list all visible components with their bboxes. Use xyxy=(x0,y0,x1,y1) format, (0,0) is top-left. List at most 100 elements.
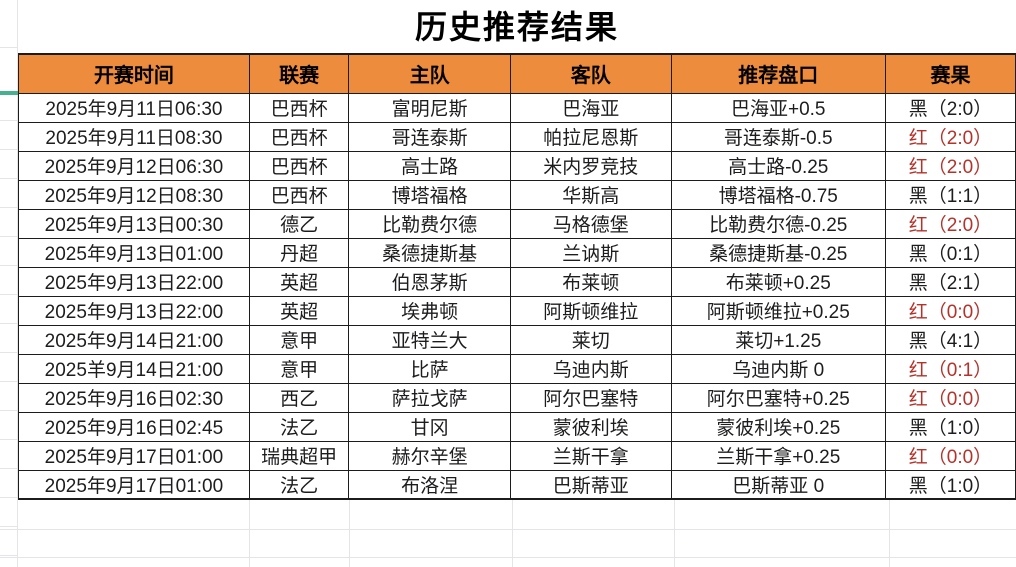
table-row[interactable]: 2025年9月17日01:00 瑞典超甲 赫尔辛堡 兰斯干拿 兰斯干拿+0.25… xyxy=(18,440,1016,471)
cell-away-team[interactable]: 巴海亚 xyxy=(509,92,672,123)
cell-league[interactable]: 德乙 xyxy=(248,208,350,239)
cell-result[interactable]: 红（2:0） xyxy=(884,121,1016,152)
cell-league[interactable]: 法乙 xyxy=(248,411,350,442)
cell-handicap[interactable]: 阿斯顿维拉+0.25 xyxy=(670,295,886,326)
cell-away-team[interactable]: 帕拉尼恩斯 xyxy=(509,121,672,152)
cell-handicap[interactable]: 比勒费尔德-0.25 xyxy=(670,208,886,239)
cell-away-team[interactable]: 马格德堡 xyxy=(509,208,672,239)
cell-start-time[interactable]: 2025年9月16日02:30 xyxy=(18,382,250,413)
cell-result[interactable]: 黑（1:0） xyxy=(884,411,1016,442)
cell-handicap[interactable]: 博塔福格-0.75 xyxy=(670,179,886,210)
cell-start-time[interactable]: 2025年9月13日22:00 xyxy=(18,295,250,326)
cell-start-time[interactable]: 2025年9月12日06:30 xyxy=(18,150,250,181)
table-row[interactable]: 2025年9月12日06:30 巴西杯 高士路 米内罗竞技 高士路-0.25 红… xyxy=(18,150,1016,181)
cell-home-team[interactable]: 哥连泰斯 xyxy=(348,121,511,152)
cell-start-time[interactable]: 2025年9月12日08:30 xyxy=(18,179,250,210)
cell-handicap[interactable]: 莱切+1.25 xyxy=(670,324,886,355)
table-row[interactable]: 2025年9月17日01:00 法乙 布洛涅 巴斯蒂亚 巴斯蒂亚 0 黑（1:0… xyxy=(18,469,1016,500)
cell-handicap[interactable]: 哥连泰斯-0.5 xyxy=(670,121,886,152)
cell-league[interactable]: 英超 xyxy=(248,266,350,297)
cell-home-team[interactable]: 赫尔辛堡 xyxy=(348,440,511,471)
cell-handicap[interactable]: 布莱顿+0.25 xyxy=(670,266,886,297)
cell-away-team[interactable]: 布莱顿 xyxy=(509,266,672,297)
cell-home-team[interactable]: 布洛涅 xyxy=(348,469,511,500)
cell-league[interactable]: 意甲 xyxy=(248,324,350,355)
table-row[interactable]: 2025年9月16日02:30 西乙 萨拉戈萨 阿尔巴塞特 阿尔巴塞特+0.25… xyxy=(18,382,1016,413)
cell-league[interactable]: 英超 xyxy=(248,295,350,326)
table-row[interactable]: 2025年9月13日00:30 德乙 比勒费尔德 马格德堡 比勒费尔德-0.25… xyxy=(18,208,1016,239)
cell-league[interactable]: 意甲 xyxy=(248,353,350,384)
cell-home-team[interactable]: 博塔福格 xyxy=(348,179,511,210)
cell-home-team[interactable]: 富明尼斯 xyxy=(348,92,511,123)
col-header-league[interactable]: 联赛 xyxy=(248,53,350,94)
cell-home-team[interactable]: 伯恩茅斯 xyxy=(348,266,511,297)
cell-handicap[interactable]: 兰斯干拿+0.25 xyxy=(670,440,886,471)
cell-away-team[interactable]: 蒙彼利埃 xyxy=(509,411,672,442)
cell-result[interactable]: 红（0:0） xyxy=(884,440,1016,471)
table-row[interactable]: 2025羊9月14日21:00 意甲 比萨 乌迪内斯 乌迪内斯 0 红（0:1） xyxy=(18,353,1016,384)
cell-home-team[interactable]: 高士路 xyxy=(348,150,511,181)
cell-away-team[interactable]: 莱切 xyxy=(509,324,672,355)
cell-start-time[interactable]: 2025年9月11日08:30 xyxy=(18,121,250,152)
cell-league[interactable]: 西乙 xyxy=(248,382,350,413)
cell-result[interactable]: 红（2:0） xyxy=(884,150,1016,181)
table-row[interactable]: 2025年9月12日08:30 巴西杯 博塔福格 华斯高 博塔福格-0.75 黑… xyxy=(18,179,1016,210)
cell-home-team[interactable]: 萨拉戈萨 xyxy=(348,382,511,413)
cell-result[interactable]: 黑（4:1） xyxy=(884,324,1016,355)
table-row[interactable]: 2025年9月16日02:45 法乙 甘冈 蒙彼利埃 蒙彼利埃+0.25 黑（1… xyxy=(18,411,1016,442)
cell-handicap[interactable]: 桑德捷斯基-0.25 xyxy=(670,237,886,268)
cell-handicap[interactable]: 阿尔巴塞特+0.25 xyxy=(670,382,886,413)
cell-start-time[interactable]: 2025年9月13日00:30 xyxy=(18,208,250,239)
cell-handicap[interactable]: 乌迪内斯 0 xyxy=(670,353,886,384)
col-header-handicap[interactable]: 推荐盘口 xyxy=(670,53,886,94)
cell-away-team[interactable]: 米内罗竞技 xyxy=(509,150,672,181)
cell-home-team[interactable]: 甘冈 xyxy=(348,411,511,442)
cell-result[interactable]: 黑（1:0） xyxy=(884,469,1016,500)
cell-home-team[interactable]: 比勒费尔德 xyxy=(348,208,511,239)
cell-away-team[interactable]: 兰斯干拿 xyxy=(509,440,672,471)
cell-start-time[interactable]: 2025年9月11日06:30 xyxy=(18,92,250,123)
table-row[interactable]: 2025年9月13日01:00 丹超 桑德捷斯基 兰讷斯 桑德捷斯基-0.25 … xyxy=(18,237,1016,268)
cell-result[interactable]: 黑（1:1） xyxy=(884,179,1016,210)
table-row[interactable]: 2025年9月11日08:30 巴西杯 哥连泰斯 帕拉尼恩斯 哥连泰斯-0.5 … xyxy=(18,121,1016,152)
cell-league[interactable]: 丹超 xyxy=(248,237,350,268)
table-row[interactable]: 2025年9月11日06:30 巴西杯 富明尼斯 巴海亚 巴海亚+0.5 黑（2… xyxy=(18,92,1016,123)
cell-home-team[interactable]: 比萨 xyxy=(348,353,511,384)
cell-result[interactable]: 红（0:1） xyxy=(884,353,1016,384)
cell-result[interactable]: 红（0:0） xyxy=(884,382,1016,413)
cell-league[interactable]: 巴西杯 xyxy=(248,92,350,123)
table-row[interactable]: 2025年9月13日22:00 英超 埃弗顿 阿斯顿维拉 阿斯顿维拉+0.25 … xyxy=(18,295,1016,326)
cell-league[interactable]: 瑞典超甲 xyxy=(248,440,350,471)
cell-result[interactable]: 黑（2:1） xyxy=(884,266,1016,297)
cell-start-time[interactable]: 2025年9月13日01:00 xyxy=(18,237,250,268)
cell-start-time[interactable]: 2025年9月13日22:00 xyxy=(18,266,250,297)
cell-league[interactable]: 巴西杯 xyxy=(248,121,350,152)
cell-handicap[interactable]: 蒙彼利埃+0.25 xyxy=(670,411,886,442)
cell-away-team[interactable]: 华斯高 xyxy=(509,179,672,210)
cell-start-time[interactable]: 2025年9月14日21:00 xyxy=(18,324,250,355)
cell-home-team[interactable]: 埃弗顿 xyxy=(348,295,511,326)
cell-handicap[interactable]: 巴海亚+0.5 xyxy=(670,92,886,123)
cell-away-team[interactable]: 巴斯蒂亚 xyxy=(509,469,672,500)
cell-league[interactable]: 巴西杯 xyxy=(248,150,350,181)
table-row[interactable]: 2025年9月13日22:00 英超 伯恩茅斯 布莱顿 布莱顿+0.25 黑（2… xyxy=(18,266,1016,297)
cell-handicap[interactable]: 巴斯蒂亚 0 xyxy=(670,469,886,500)
cell-handicap[interactable]: 高士路-0.25 xyxy=(670,150,886,181)
cell-start-time[interactable]: 2025年9月16日02:45 xyxy=(18,411,250,442)
table-row[interactable]: 2025年9月14日21:00 意甲 亚特兰大 莱切 莱切+1.25 黑（4:1… xyxy=(18,324,1016,355)
cell-start-time[interactable]: 2025年9月17日01:00 xyxy=(18,469,250,500)
cell-away-team[interactable]: 兰讷斯 xyxy=(509,237,672,268)
cell-start-time[interactable]: 2025羊9月14日21:00 xyxy=(18,353,250,384)
cell-result[interactable]: 黑（0:1） xyxy=(884,237,1016,268)
col-header-away-team[interactable]: 客队 xyxy=(509,53,672,94)
cell-start-time[interactable]: 2025年9月17日01:00 xyxy=(18,440,250,471)
cell-league[interactable]: 法乙 xyxy=(248,469,350,500)
cell-away-team[interactable]: 阿尔巴塞特 xyxy=(509,382,672,413)
cell-result[interactable]: 红（2:0） xyxy=(884,208,1016,239)
cell-away-team[interactable]: 乌迪内斯 xyxy=(509,353,672,384)
col-header-start-time[interactable]: 开赛时间 xyxy=(18,53,250,94)
cell-league[interactable]: 巴西杯 xyxy=(248,179,350,210)
col-header-result[interactable]: 赛果 xyxy=(884,53,1016,94)
cell-home-team[interactable]: 亚特兰大 xyxy=(348,324,511,355)
col-header-home-team[interactable]: 主队 xyxy=(348,53,511,94)
